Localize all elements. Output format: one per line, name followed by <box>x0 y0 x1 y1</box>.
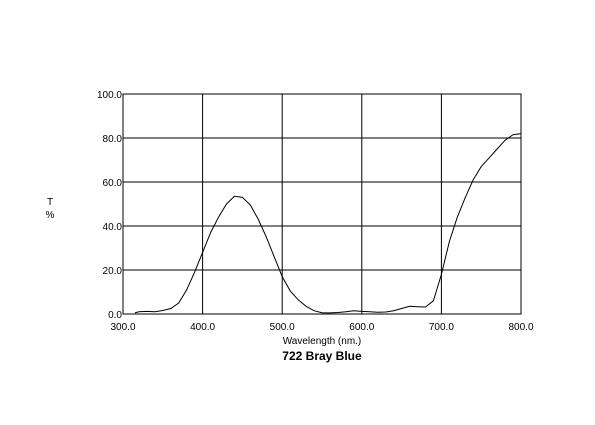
x-tick-label: 300.0 <box>110 322 135 333</box>
y-tick-label: 40.0 <box>103 222 123 233</box>
y-tick-labels: 0.0 20.0 40.0 60.0 80.0 100.0 <box>97 90 122 321</box>
x-tick-label: 700.0 <box>429 322 454 333</box>
y-tick-label: 20.0 <box>103 266 123 277</box>
x-axis-label: Wavelength (nm.) <box>283 336 362 347</box>
x-tick-label: 600.0 <box>349 322 374 333</box>
y-tick-label: 80.0 <box>103 134 123 145</box>
x-tick-labels: 300.0 400.0 500.0 600.0 700.0 800.0 <box>110 322 533 333</box>
x-tick-label: 500.0 <box>270 322 295 333</box>
y-tick-label: 100.0 <box>97 90 122 101</box>
series-line <box>134 133 522 314</box>
grid-lines <box>123 94 521 314</box>
x-tick-label: 400.0 <box>190 322 215 333</box>
y-axis-label-bottom: % <box>46 210 55 221</box>
plot-frame <box>122 93 522 315</box>
y-tick-label: 0.0 <box>108 310 122 321</box>
y-axis-label-top: T <box>47 197 53 208</box>
x-tick-label: 800.0 <box>508 322 533 333</box>
y-tick-label: 60.0 <box>103 178 123 189</box>
chart-title: 722 Bray Blue <box>282 349 362 363</box>
